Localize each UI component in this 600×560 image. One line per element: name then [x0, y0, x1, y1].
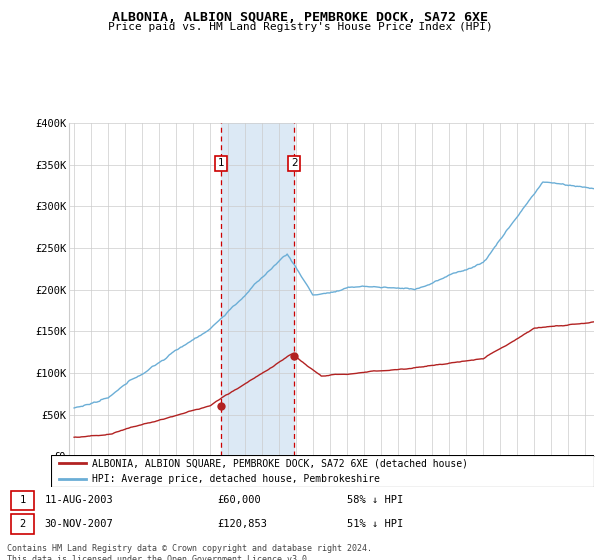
Text: ALBONIA, ALBION SQUARE, PEMBROKE DOCK, SA72 6XE: ALBONIA, ALBION SQUARE, PEMBROKE DOCK, S…: [112, 11, 488, 24]
Text: 2: 2: [291, 158, 298, 168]
Text: 1: 1: [218, 158, 224, 168]
Text: Contains HM Land Registry data © Crown copyright and database right 2024.
This d: Contains HM Land Registry data © Crown c…: [7, 544, 372, 560]
Bar: [11, 491, 34, 510]
Text: 58% ↓ HPI: 58% ↓ HPI: [347, 495, 403, 505]
Text: 30-NOV-2007: 30-NOV-2007: [44, 519, 113, 529]
Text: 1: 1: [19, 495, 26, 505]
Bar: [221, 123, 295, 456]
Text: 11-AUG-2003: 11-AUG-2003: [44, 495, 113, 505]
Text: HPI: Average price, detached house, Pembrokeshire: HPI: Average price, detached house, Pemb…: [92, 474, 380, 484]
Text: £60,000: £60,000: [218, 495, 262, 505]
Bar: [11, 515, 34, 534]
Text: 2: 2: [19, 519, 26, 529]
Text: ALBONIA, ALBION SQUARE, PEMBROKE DOCK, SA72 6XE (detached house): ALBONIA, ALBION SQUARE, PEMBROKE DOCK, S…: [92, 458, 468, 468]
Text: 51% ↓ HPI: 51% ↓ HPI: [347, 519, 403, 529]
Text: Price paid vs. HM Land Registry's House Price Index (HPI): Price paid vs. HM Land Registry's House …: [107, 22, 493, 32]
Text: £120,853: £120,853: [218, 519, 268, 529]
